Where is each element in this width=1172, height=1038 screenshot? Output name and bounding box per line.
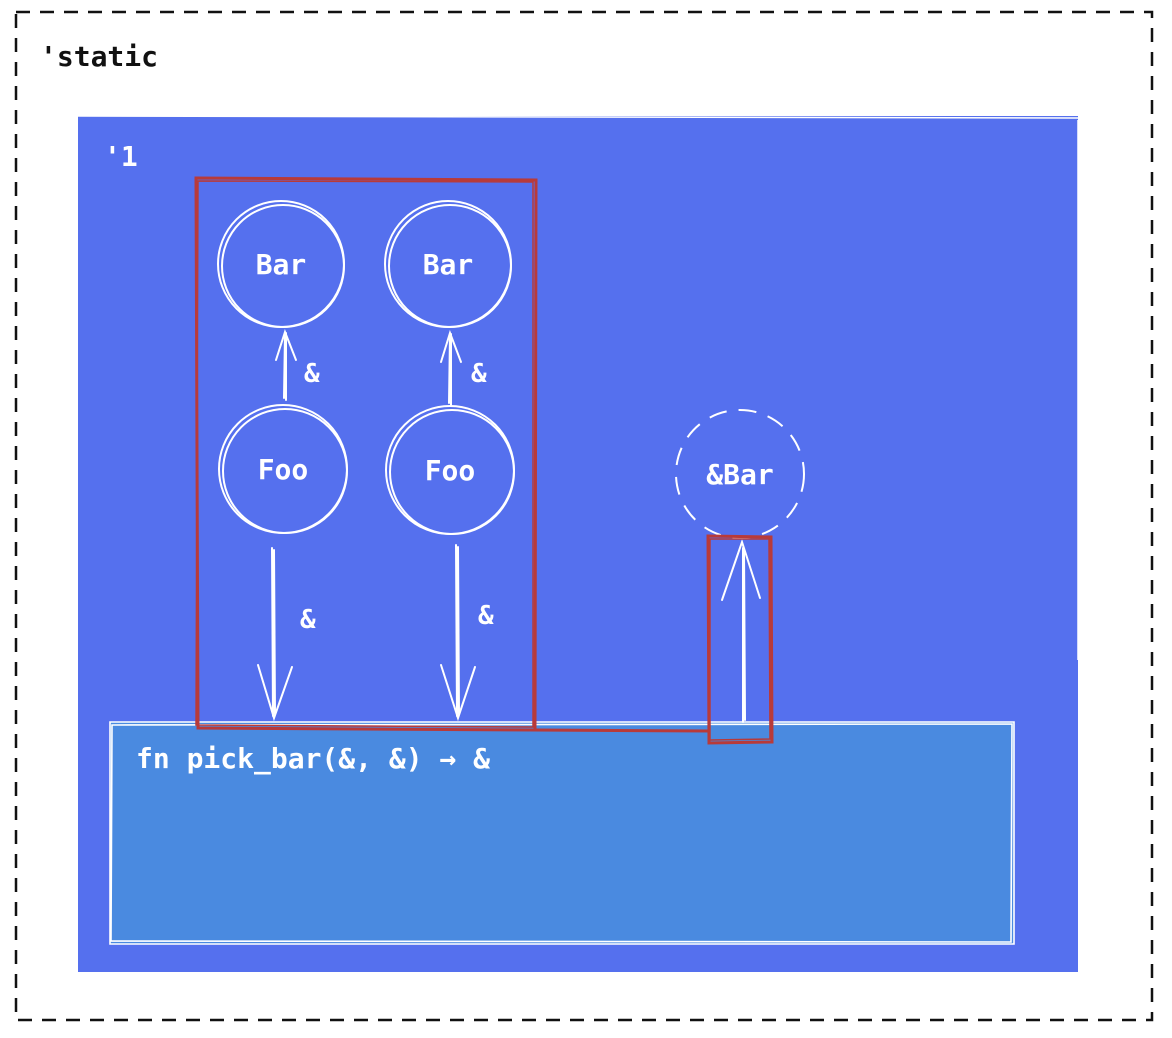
static-scope-border — [14, 10, 1154, 1022]
foo-2-node: Foo — [385, 405, 515, 535]
arrow-foo1-to-bar1 — [275, 329, 297, 401]
ref-foo2-to-bar2: & — [471, 359, 487, 389]
pick-bar-function-box — [110, 722, 1014, 944]
result-bar-ref-label: &Bar — [706, 458, 773, 491]
foo-1-node: Foo — [218, 404, 348, 534]
bar-1-label: Bar — [256, 248, 307, 281]
pick-bar-signature: fn pick_bar(&, &) → & — [136, 742, 490, 775]
foo-1-label: Foo — [258, 453, 309, 486]
returned-ref-highlight — [706, 534, 774, 745]
ref-foo1-to-fn: & — [300, 605, 316, 635]
ref-foo2-to-fn: & — [478, 601, 494, 631]
scope-1-label: '1 — [104, 140, 138, 173]
bar-1-node: Bar — [217, 200, 345, 328]
bar-2-label: Bar — [423, 248, 474, 281]
borrowed-inputs-highlight — [194, 176, 711, 733]
arrow-fn-to-result — [721, 538, 761, 723]
foo-2-label: Foo — [425, 454, 476, 487]
arrow-foo2-to-fn — [440, 544, 476, 722]
pick-bar-function-border — [109, 721, 1015, 945]
static-scope-label: 'static — [40, 40, 158, 73]
arrow-foo2-to-bar2 — [440, 329, 462, 406]
arrow-foo1-to-fn — [257, 547, 293, 722]
scope-1-edge-top — [77, 115, 1079, 119]
ref-foo1-to-bar1: & — [304, 359, 320, 389]
bar-2-node: Bar — [384, 200, 512, 328]
